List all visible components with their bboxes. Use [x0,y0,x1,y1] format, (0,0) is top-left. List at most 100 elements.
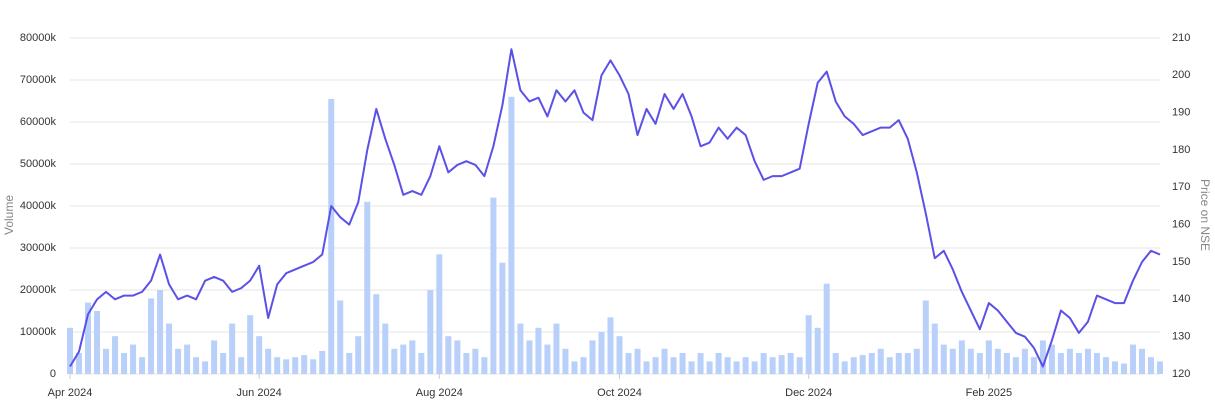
volume-bar [733,361,740,374]
volume-bar [274,357,281,374]
volume-bar [841,361,848,374]
volume-bar [769,357,776,374]
volume-bar [1129,344,1136,374]
volume-bar [148,298,155,374]
volume-bar [1157,361,1163,374]
volume-bar [202,361,209,374]
volume-bar [346,353,353,374]
volume-bar [877,348,884,374]
volume-bar [832,353,839,374]
volume-bar [526,340,533,374]
volume-bar [1003,353,1010,374]
volume-bar [355,336,362,374]
y-tick-label: 10000k [20,326,57,338]
volume-bar [409,340,416,374]
volume-bar [697,353,704,374]
volume-bar [301,355,308,374]
volume-bar [364,201,371,374]
y2-tick-label: 210 [1172,32,1190,44]
volume-bar [130,344,137,374]
volume-bar [634,348,641,374]
price-line [69,48,1161,368]
volume-bar [1120,363,1127,374]
volume-bar [895,353,902,374]
volume-bar [328,98,335,375]
volume-bar [571,361,578,374]
volume-bar [454,340,461,374]
volume-bar [238,357,245,374]
volume-bar [256,336,263,374]
volume-bar [805,315,812,374]
volume-bar [418,353,425,374]
volume-bar [985,340,992,374]
volume-bar [589,340,596,374]
y2-tick-label: 180 [1172,144,1190,156]
y2-tick-label: 120 [1172,368,1190,380]
volume-bar [121,353,128,374]
y-tick-label: 70000k [20,74,57,86]
volume-bar [1066,348,1073,374]
volume-bar [931,323,938,374]
volume-bar [1030,357,1037,374]
volume-bar [1138,348,1145,374]
y2-tick-label: 170 [1172,181,1190,193]
volume-bar [193,357,200,374]
volume-bar [391,348,398,374]
volume-bar [1057,353,1064,374]
volume-bar [157,290,164,374]
volume-bar [598,332,605,374]
volume-bar [427,290,434,374]
volume-bar [922,300,929,374]
y-tick-label: 80000k [20,32,57,44]
volume-bar [706,361,713,374]
y2-tick-label: 200 [1172,69,1190,81]
volume-bar [742,357,749,374]
volume-bar [670,357,677,374]
volume-bar [265,348,272,374]
volume-bar [553,323,560,374]
volume-bar [814,327,821,374]
y2-tick-label: 190 [1172,107,1190,119]
x-tick-label: Aug 2024 [416,387,463,399]
volume-bar [976,353,983,374]
x-tick-label: Feb 2025 [966,387,1012,399]
volume-bar [1111,361,1118,374]
y2-tick-label: 160 [1172,219,1190,231]
volume-bar [724,357,731,374]
y2-axis-title: Price on NSE [1198,179,1212,251]
y-axis-title: Volume [2,195,16,235]
volume-bar [643,361,650,374]
x-tick-label: Jun 2024 [237,387,282,399]
x-tick-label: Apr 2024 [48,387,93,399]
volume-bar [247,315,254,374]
y2-tick-label: 150 [1172,256,1190,268]
volume-bar [661,348,668,374]
volume-bar [778,355,785,374]
volume-bar [868,353,875,374]
y-tick-label: 20000k [20,284,57,296]
y-tick-label: 40000k [20,200,57,212]
volume-bar [562,348,569,374]
y-tick-label: 30000k [20,242,57,254]
volume-bar [139,357,146,374]
volume-bar [508,96,515,375]
volume-bar [535,327,542,374]
volume-bar [436,254,443,374]
volume-bar [319,350,326,374]
volume-bar [112,336,119,374]
volume-bar [499,262,506,374]
volume-bar [850,357,857,374]
volume-bar [904,353,911,374]
volume-bar [679,353,686,374]
volume-bar [796,357,803,374]
volume-bar [625,353,632,374]
volume-bar [958,340,965,374]
volume-bar [166,323,173,374]
volume-bar [994,348,1001,374]
volume-bar [544,344,551,374]
y-tick-label: 50000k [20,158,57,170]
volume-bar [184,344,191,374]
volume-bar [76,353,83,374]
volume-bar [337,300,344,374]
volume-bar [652,357,659,374]
